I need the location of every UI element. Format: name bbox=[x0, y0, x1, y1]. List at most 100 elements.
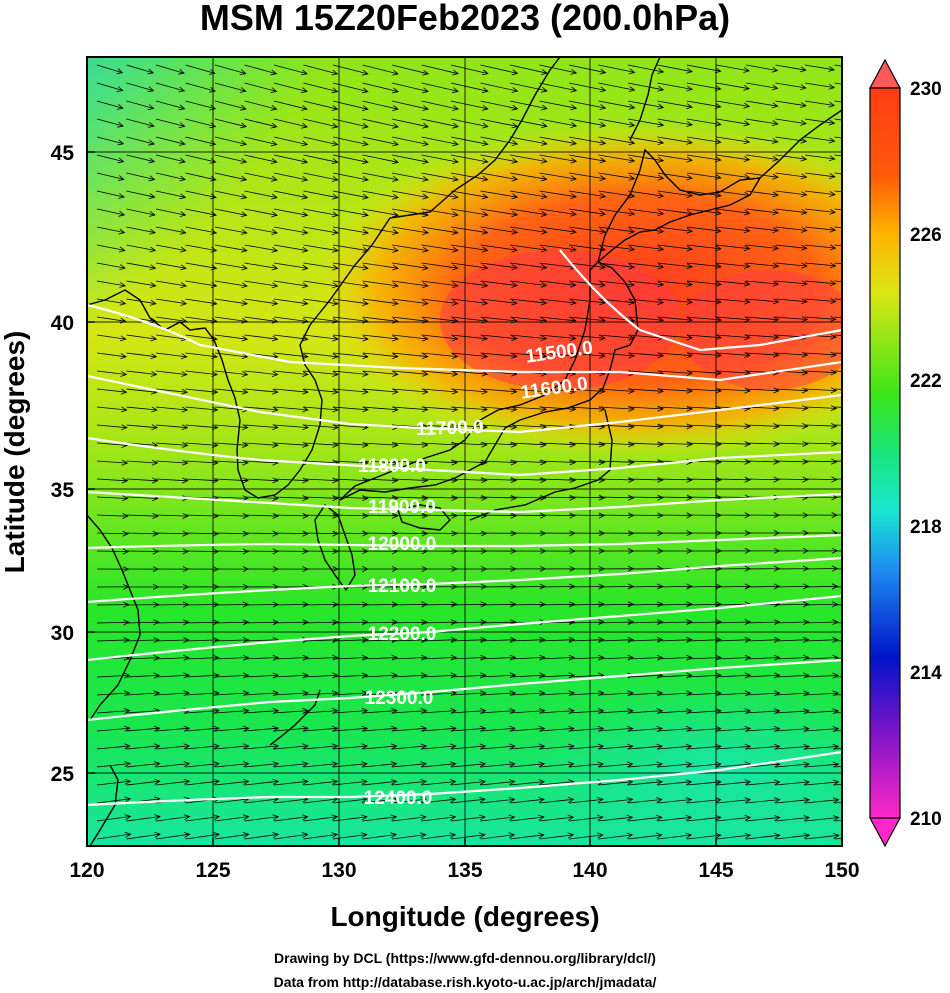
wind-vector-arrow bbox=[450, 530, 488, 537]
wind-vector-arrow bbox=[480, 352, 518, 359]
wind-vector-arrow bbox=[126, 743, 161, 750]
wind-vector-arrow bbox=[509, 477, 547, 484]
wind-vector-arrow bbox=[657, 118, 694, 127]
wind-vector-arrow bbox=[686, 761, 722, 768]
wind-vector-arrow bbox=[450, 761, 487, 768]
wind-vector-arrow bbox=[657, 172, 693, 181]
wind-vector-arrow bbox=[745, 118, 779, 127]
wind-vector-arrow bbox=[450, 477, 488, 484]
wind-vector-arrow bbox=[421, 636, 458, 643]
wind-vector-arrow bbox=[244, 136, 278, 147]
wind-vector-arrow bbox=[509, 601, 547, 608]
wind-vector-arrow bbox=[244, 64, 278, 76]
coastline-kyushu bbox=[314, 503, 356, 592]
wind-vector-arrow bbox=[804, 369, 838, 376]
wind-vector-arrow bbox=[214, 334, 249, 342]
wind-vector-arrow bbox=[450, 352, 489, 359]
wind-vector-arrow bbox=[244, 778, 280, 786]
wind-vector-arrow bbox=[155, 672, 190, 679]
wind-vector-arrow bbox=[775, 226, 808, 233]
wind-vector-arrow bbox=[421, 226, 459, 235]
wind-vector-arrow bbox=[362, 100, 399, 111]
wind-vector-arrow bbox=[657, 601, 693, 608]
wind-vector-arrow bbox=[568, 190, 607, 199]
wind-vector-arrow bbox=[568, 725, 605, 732]
wind-vector-arrow bbox=[627, 441, 664, 448]
wind-vector-arrow bbox=[834, 658, 842, 660]
wind-vector-arrow bbox=[775, 476, 809, 483]
wind-vector-arrow bbox=[834, 730, 842, 732]
wind-vector-arrow bbox=[362, 388, 399, 395]
wind-vector-arrow bbox=[450, 388, 489, 395]
wind-vector-arrow bbox=[126, 831, 162, 840]
wind-vector-arrow bbox=[627, 583, 664, 590]
wind-vector-arrow bbox=[775, 208, 808, 215]
wind-vector-arrow bbox=[362, 654, 399, 661]
wind-vector-arrow bbox=[657, 82, 694, 92]
wind-vector-arrow bbox=[539, 814, 575, 822]
wind-vector-arrow bbox=[539, 601, 576, 608]
wind-vector-arrow bbox=[804, 815, 840, 822]
wind-vector-arrow bbox=[480, 761, 516, 768]
wind-vector-arrow bbox=[480, 154, 519, 164]
wind-vector-arrow bbox=[421, 280, 459, 289]
wind-vector-arrow bbox=[598, 814, 634, 822]
wind-vector-arrow bbox=[214, 832, 250, 840]
wind-vector-arrow bbox=[185, 208, 218, 218]
wind-vector-arrow bbox=[804, 565, 839, 572]
wind-vector-arrow bbox=[126, 690, 161, 697]
wind-vector-arrow bbox=[126, 406, 158, 413]
wind-vector-arrow bbox=[450, 298, 489, 306]
wind-vector-arrow bbox=[627, 352, 665, 359]
colorbar-label: 214 bbox=[910, 663, 942, 684]
wind-vector-arrow bbox=[568, 352, 606, 359]
wind-vector-arrow bbox=[96, 298, 127, 306]
wind-vector-arrow bbox=[657, 154, 693, 163]
wind-vector-arrow bbox=[126, 654, 160, 661]
wind-vector-arrow bbox=[539, 832, 575, 840]
wind-vector-arrow bbox=[716, 458, 752, 465]
wind-vector-arrow bbox=[775, 298, 809, 305]
wind-vector-arrow bbox=[686, 725, 722, 732]
wind-vector-arrow bbox=[568, 797, 604, 804]
wind-vector-arrow bbox=[480, 636, 517, 643]
wind-vector-arrow bbox=[745, 815, 781, 822]
x-tick-label: 135 bbox=[447, 859, 482, 882]
wind-vector-arrow bbox=[657, 494, 693, 501]
wind-vector-arrow bbox=[126, 118, 155, 128]
wind-vector-arrow bbox=[391, 654, 428, 661]
wind-vector-arrow bbox=[155, 316, 188, 324]
wind-vector-arrow bbox=[450, 619, 488, 626]
wind-vector-arrow bbox=[834, 550, 842, 552]
wind-vector-arrow bbox=[686, 814, 722, 822]
wind-vector-arrow bbox=[568, 100, 607, 110]
wind-vector-arrow bbox=[362, 172, 399, 182]
wind-vector-arrow bbox=[96, 743, 131, 750]
wind-vector-arrow bbox=[804, 440, 838, 447]
wind-vector-arrow bbox=[126, 637, 160, 644]
wind-vector-arrow bbox=[421, 601, 458, 608]
wind-vector-arrow bbox=[775, 280, 808, 287]
wind-vector-arrow bbox=[568, 334, 606, 341]
wind-vector-arrow bbox=[244, 82, 278, 93]
wind-vector-arrow bbox=[391, 298, 429, 306]
wind-vector-arrow bbox=[775, 797, 811, 804]
wind-vector-arrow bbox=[96, 637, 130, 644]
wind-vector-arrow bbox=[96, 154, 125, 164]
wind-vector-arrow bbox=[657, 352, 694, 359]
wind-vector-arrow bbox=[244, 172, 278, 182]
wind-vector-arrow bbox=[126, 424, 159, 431]
wind-vector-arrow bbox=[804, 315, 837, 322]
wind-vector-arrow bbox=[775, 100, 807, 108]
wind-vector-arrow bbox=[332, 601, 369, 608]
wind-vector-arrow bbox=[303, 334, 339, 342]
wind-vector-arrow bbox=[362, 779, 398, 786]
wind-vector-arrow bbox=[657, 619, 693, 626]
wind-vector-arrow bbox=[539, 226, 577, 235]
wind-vector-arrow bbox=[303, 262, 339, 271]
wind-vector-arrow bbox=[185, 548, 220, 555]
wind-vector-arrow bbox=[627, 601, 664, 608]
wind-vector-arrow bbox=[804, 226, 837, 233]
wind-vector-arrow bbox=[480, 82, 519, 93]
x-tick-label: 130 bbox=[321, 859, 356, 882]
